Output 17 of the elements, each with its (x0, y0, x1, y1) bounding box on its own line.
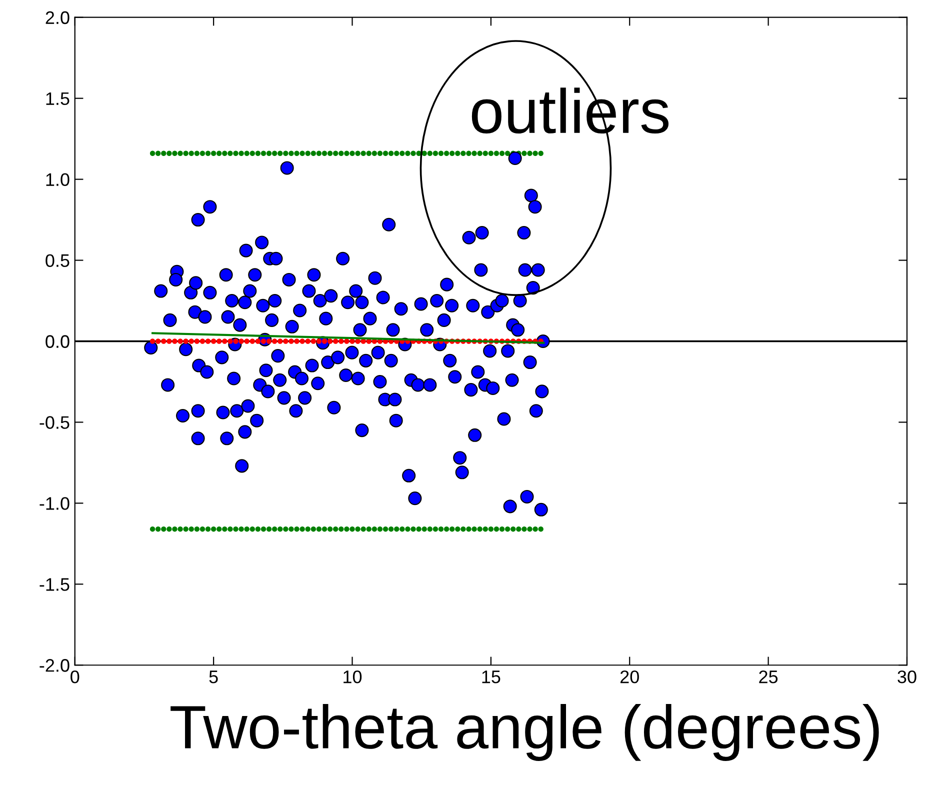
x-tick-label: 20 (620, 670, 639, 684)
x-axis-title: Two-theta angle (degrees) (170, 704, 879, 761)
y-tick-label: 1.5 (46, 92, 70, 106)
x-tick-label: 25 (759, 670, 778, 684)
y-tick-label: 0.5 (46, 254, 70, 267)
y-tick-label: -1.5 (40, 578, 70, 591)
y-tick-label: -0.5 (40, 416, 70, 429)
y-tick-label: 0.0 (46, 335, 70, 348)
x-tick-label: 10 (344, 670, 362, 684)
y-tick-label: 1.0 (46, 173, 70, 186)
y-tick-label: -2.0 (40, 659, 70, 672)
x-tick-label: 15 (482, 670, 500, 684)
x-tick-label: 0 (70, 670, 80, 684)
y-tick-label: -1.0 (40, 497, 70, 510)
x-tick-label: 5 (209, 670, 218, 684)
y-tick-label: 2.0 (46, 11, 70, 24)
x-tick-label: 30 (898, 670, 916, 684)
